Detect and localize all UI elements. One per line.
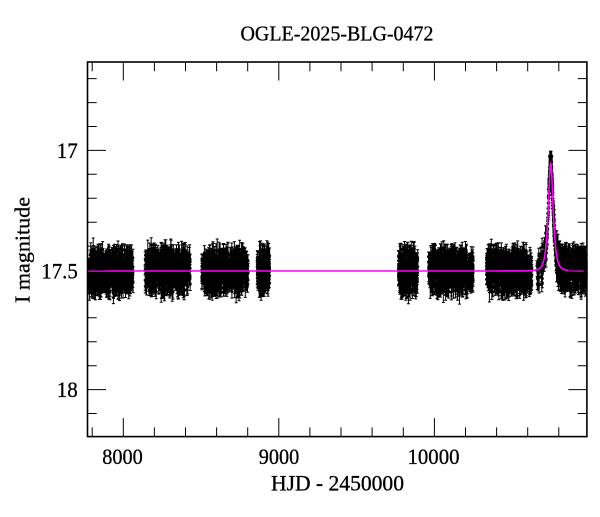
svg-text:18: 18 xyxy=(57,377,78,402)
svg-text:HJD - 2450000: HJD - 2450000 xyxy=(271,471,404,496)
svg-text:17.5: 17.5 xyxy=(41,259,78,284)
svg-text:9000: 9000 xyxy=(259,444,300,469)
svg-text:10000: 10000 xyxy=(408,444,460,469)
svg-text:17: 17 xyxy=(57,138,78,163)
svg-text:I magnitude: I magnitude xyxy=(11,197,35,303)
svg-text:8000: 8000 xyxy=(102,444,143,469)
svg-text:OGLE-2025-BLG-0472: OGLE-2025-BLG-0472 xyxy=(241,22,434,46)
